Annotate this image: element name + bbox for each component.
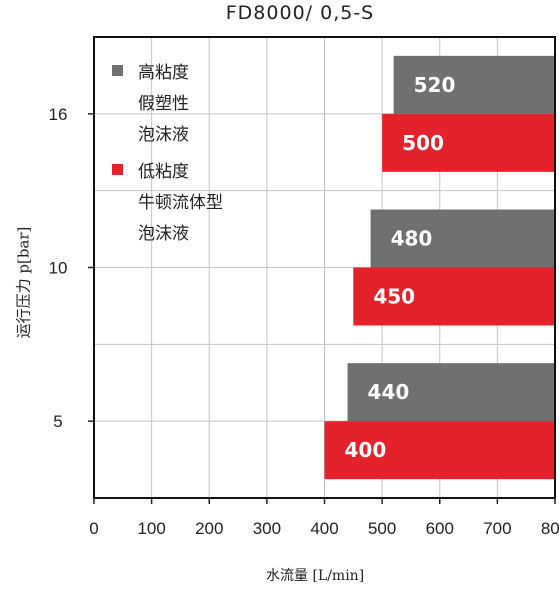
legend-entry-low-viscosity: 低粘度 牛顿流体型 泡沫液 [112, 157, 223, 250]
legend-line: 牛顿流体型 [138, 193, 223, 213]
bar-value-label: 450 [373, 285, 415, 309]
bar-high-viscosity [347, 363, 555, 422]
legend-label-high-viscosity: 高粘度 假塑性 泡沫液 [138, 58, 223, 151]
bar-value-label: 520 [414, 73, 456, 97]
legend-line: 高粘度 [138, 63, 189, 83]
bar-high-viscosity [393, 55, 555, 114]
y-axis-label: 运行压力 p[bar] [14, 226, 33, 339]
x-tick-label: 200 [195, 519, 223, 538]
bar-value-label: 480 [391, 227, 433, 251]
bar-low-viscosity [324, 421, 555, 480]
x-tick-label: 500 [368, 519, 396, 538]
legend: 高粘度 假塑性 泡沫液 低粘度 牛顿流体型 泡沫液 [112, 58, 223, 256]
legend-swatch-gray [112, 65, 123, 76]
legend-entry-high-viscosity: 高粘度 假塑性 泡沫液 [112, 58, 223, 151]
x-tick-label: 600 [426, 519, 454, 538]
x-tick-label: 300 [253, 519, 281, 538]
bar-low-viscosity [353, 267, 555, 326]
legend-line: 低粘度 [138, 162, 189, 182]
x-tick-label: 0 [89, 519, 98, 538]
legend-swatch-red [112, 164, 123, 175]
y-tick-label: 5 [53, 412, 62, 431]
x-axis-label: 水流量 [L/min] [266, 568, 365, 584]
legend-line: 假塑性 [138, 94, 189, 114]
bar-value-label: 440 [368, 380, 410, 404]
y-tick-label: 10 [49, 259, 68, 278]
legend-line: 泡沫液 [138, 125, 189, 145]
bar-low-viscosity [382, 113, 555, 172]
x-tick-label: 100 [137, 519, 165, 538]
x-tick-label: 400 [310, 519, 338, 538]
y-tick-label: 16 [49, 105, 68, 124]
bar-value-label: 500 [402, 131, 444, 155]
x-tick-label: 700 [483, 519, 511, 538]
bar-high-viscosity [370, 209, 555, 268]
legend-label-low-viscosity: 低粘度 牛顿流体型 泡沫液 [138, 157, 223, 250]
x-tick-label: 800 [541, 519, 559, 538]
legend-line: 泡沫液 [138, 224, 189, 244]
bar-value-label: 400 [345, 438, 387, 462]
chart-title: FD8000/ 0,5-S [225, 2, 375, 24]
